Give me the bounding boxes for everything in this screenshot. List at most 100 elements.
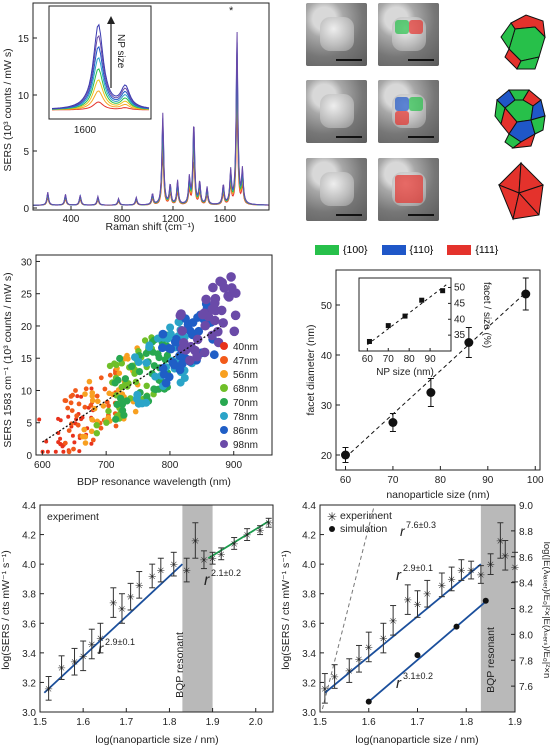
asterisk-marker: ✳ (355, 655, 363, 666)
spectra-star: * (229, 5, 234, 17)
scatter-point (121, 375, 129, 383)
inset-ytick: 50 (454, 283, 466, 294)
scatter-point (161, 378, 171, 388)
scatter-point (120, 411, 128, 419)
scatter-point (123, 397, 131, 405)
exp-ytick: 3.6 (22, 619, 36, 630)
sim-xtick: 1.9 (508, 717, 522, 728)
asterisk-marker: ✳ (365, 643, 373, 654)
exp-fit2-exponent: 2.1±0.2 (211, 568, 241, 578)
scatter-point (227, 283, 237, 293)
scatter-point (37, 417, 42, 422)
sim-ytick: 4.4 (302, 501, 316, 512)
scatter-point (181, 345, 191, 355)
scatter-point (71, 446, 76, 452)
sim-y2tick: 8.8 (519, 527, 533, 538)
scatter-point (104, 399, 110, 405)
spectra-chart: 400 800 1200 1600 0 5 10 15 Raman shift … (2, 2, 270, 233)
simulation-point (482, 597, 489, 604)
sim-dashed-r: r (400, 523, 406, 539)
asterisk-marker: ✳ (438, 581, 446, 592)
sim-legend-simulation: simulation (340, 523, 387, 535)
sim-ytick: 3.2 (302, 678, 316, 689)
dot-icon (329, 526, 335, 532)
facet-swatch (447, 245, 472, 255)
bdp-ytick: 10 (21, 386, 33, 397)
scatter-point (192, 334, 203, 345)
scatter-point (175, 310, 186, 321)
scatter-point (81, 426, 87, 433)
exp-ytick: 3.2 (22, 678, 36, 689)
sim-ytick: 3.4 (302, 649, 316, 660)
scatter-point (226, 272, 236, 282)
scatter-point (89, 397, 96, 404)
sim-xlabel: log(nanoparticle size / nm) (355, 734, 478, 746)
scatter-point (93, 430, 101, 437)
facet-label: {111} (475, 244, 499, 256)
facet-xtick: 70 (387, 475, 399, 486)
sem-image (306, 3, 367, 66)
spectra-inset: NP size 1600 (48, 5, 152, 136)
sim-y2tick: 7.6 (519, 682, 533, 693)
sim-legend-experiment: experiment (340, 510, 392, 522)
inset-xlabel: NP size (nm) (376, 367, 434, 378)
sim-y2tick: 8.6 (519, 553, 533, 564)
sim-ytick: 4.2 (302, 531, 316, 542)
scatter-point (114, 376, 122, 384)
sim-y2tick: 8.4 (519, 579, 533, 590)
scatter-point (145, 341, 154, 350)
asterisk-marker: ✳ (135, 581, 143, 592)
asterisk-marker: ✳ (88, 640, 96, 651)
facet-inset: 60 70 80 90 35 40 45 50 NP size (nm) facet / si… (358, 277, 492, 378)
asterisk-marker: ✳ (330, 673, 338, 684)
spectra-xtick: 1200 (162, 214, 185, 225)
sim-y2tick: 8.0 (519, 630, 533, 641)
scatter-point (150, 362, 158, 370)
inset-square (366, 338, 372, 344)
scatter-point (219, 283, 230, 293)
scatter-point (141, 337, 149, 344)
scatter-point (218, 318, 228, 328)
scatter-point (112, 415, 120, 423)
scatter-point (45, 449, 50, 454)
facet-overlay (395, 111, 409, 125)
scatter-point (230, 310, 241, 321)
polyhedron-octahedron (498, 161, 544, 221)
asterisk-marker: ✳ (447, 575, 455, 586)
inset-square (385, 323, 391, 329)
asterisk-marker: ✳ (501, 551, 509, 562)
scatter-point (88, 428, 95, 435)
scatter-point (102, 386, 108, 392)
asterisk-marker: ✳ (57, 664, 65, 675)
spectra-ylabel: SERS (10³ counts / mW s) (2, 48, 14, 171)
scatter-point (142, 358, 151, 367)
exp-fit1-exponent: 2.9±0.1 (105, 637, 135, 647)
asterisk-marker: ✳ (70, 658, 78, 669)
legend-label: 70nm (233, 398, 258, 409)
asterisk-marker: ✳ (389, 616, 397, 627)
inset-square (402, 313, 408, 319)
scatter-point (190, 345, 200, 356)
scatter-point (128, 362, 136, 370)
inset-spectrum-line (51, 23, 150, 109)
exp-annotation: experiment (47, 511, 99, 523)
asterisk-marker: ✳ (170, 560, 178, 571)
bdp-ytick: 15 (21, 354, 33, 365)
scatter-point (142, 349, 150, 357)
scatter-point (58, 436, 63, 441)
scatter-point (106, 403, 111, 409)
data-point (521, 289, 531, 299)
bqp-band (182, 505, 213, 712)
scatter-point (69, 408, 75, 413)
bdp-scatter-chart: 600 700 800 900 0 5 10 15 20 25 30 BDP resonance w… (2, 254, 273, 488)
sim-exp-exponent: 2.9±0.1 (403, 563, 433, 573)
exp-xtick: 1.6 (76, 717, 90, 728)
scatter-point (154, 350, 162, 358)
data-point (340, 450, 350, 460)
scatter-point (68, 394, 74, 399)
facet-legend-item: {100} (315, 244, 368, 256)
bdp-ytick: 20 (21, 322, 33, 333)
spectra-panel: 400 800 1200 1600 0 5 10 15 Raman shift … (0, 0, 270, 233)
scatter-point (168, 358, 178, 367)
scatter-point (143, 393, 151, 401)
